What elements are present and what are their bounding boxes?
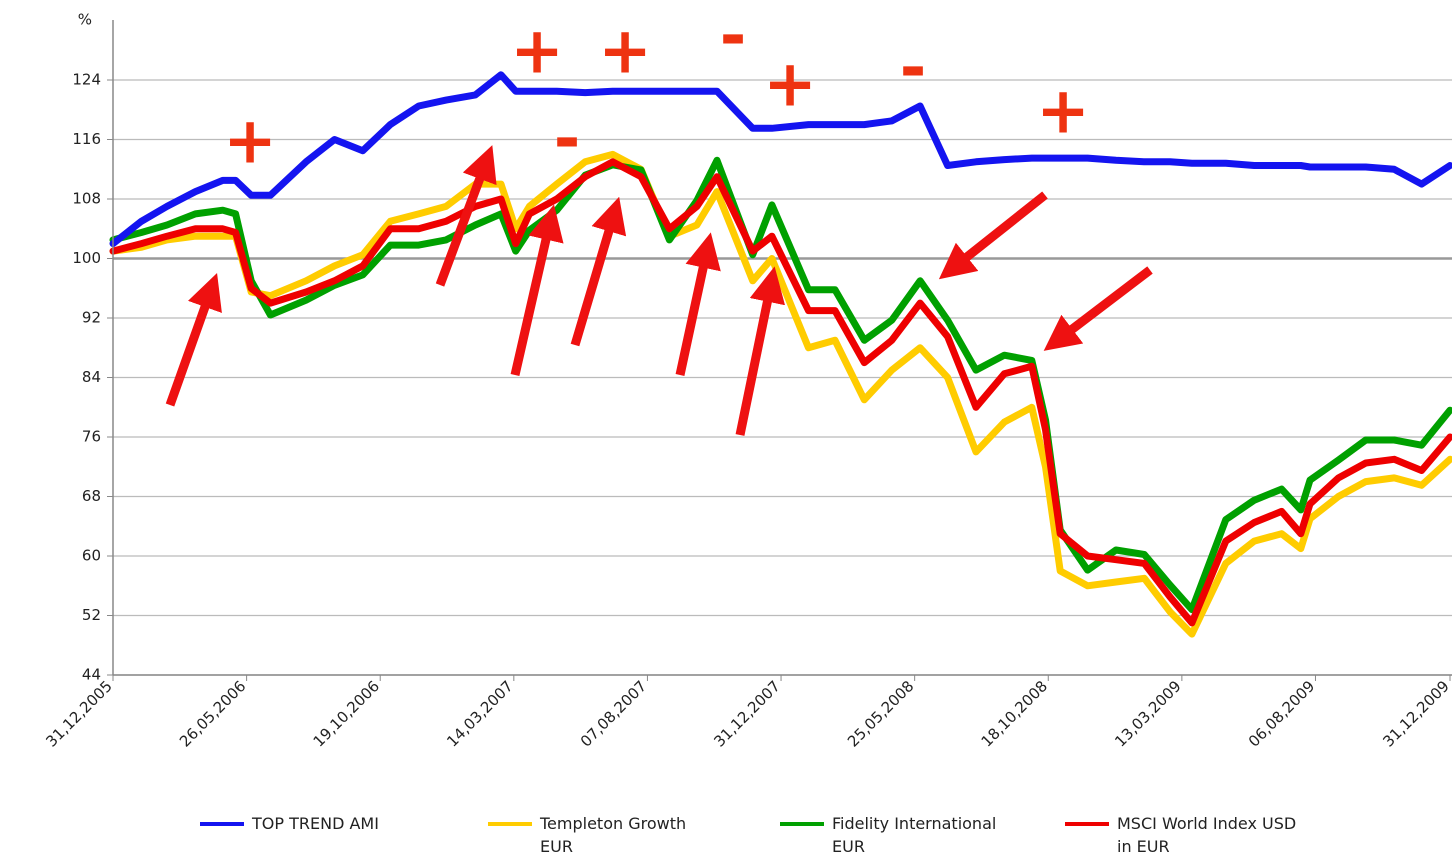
- y-tick-label: 108: [72, 190, 101, 208]
- x-tick-label: 31,12,2005: [42, 677, 115, 750]
- annotation: +: [763, 48, 817, 122]
- x-tick-label: 13,03,2009: [1111, 677, 1184, 750]
- arrow: [1043, 266, 1153, 351]
- x-tick-label: 07,08,2007: [577, 677, 650, 750]
- y-tick-label: 44: [82, 666, 101, 684]
- arrow: [435, 145, 497, 287]
- series-line: [109, 156, 1452, 614]
- legend-label: Templeton Growth EUR: [540, 814, 687, 856]
- y-tick-label: 124: [72, 71, 101, 89]
- arrow: [570, 196, 627, 347]
- series-line: [109, 150, 1452, 638]
- y-tick-label: 60: [82, 547, 101, 565]
- annotation: +: [510, 15, 564, 89]
- chart: % ++ + + +--- 4452606876849210010811612431,…: [42, 0, 1452, 751]
- legend-label: MSCI World Index USD in EUR: [1117, 814, 1297, 856]
- arrow: [675, 232, 721, 376]
- legend-swatch: [200, 822, 244, 826]
- series-line: [109, 71, 1452, 248]
- legend-item: MSCI World Index USD in EUR: [1065, 812, 1297, 858]
- arrow: [165, 273, 222, 407]
- y-tick-label: 76: [82, 428, 101, 446]
- x-tick-label: 26,05,2006: [176, 677, 249, 750]
- annotation: -: [554, 103, 581, 177]
- annotation: -: [900, 32, 927, 106]
- legend-label: TOP TREND AMI: [252, 814, 379, 833]
- x-tick-label: 14,03,2007: [443, 677, 516, 750]
- grid: [113, 79, 1452, 676]
- x-tick-label: 25,05,2008: [844, 677, 917, 750]
- annotation: -: [720, 0, 747, 74]
- legend-label: Fidelity International EUR: [832, 814, 997, 856]
- arrow: [510, 204, 564, 377]
- arrow: [938, 191, 1048, 280]
- annotation: +: [598, 15, 652, 89]
- annotation: +: [223, 105, 277, 179]
- x-tick-label: 19,10,2006: [310, 677, 383, 750]
- legend-swatch: [780, 822, 824, 826]
- series-line: [109, 158, 1452, 627]
- y-tick-label: 52: [82, 606, 101, 624]
- x-tick-label: 18,10,2008: [978, 677, 1051, 750]
- y-tick-label: 84: [82, 368, 101, 386]
- x-tick-label: 31,12,2009: [1379, 677, 1452, 750]
- y-axis-label: %: [78, 11, 92, 29]
- legend: TOP TREND AMI Templeton Growth EUR Fidelit…: [0, 812, 1452, 860]
- y-tick-label: 68: [82, 487, 101, 505]
- y-tick-label: 92: [82, 309, 101, 327]
- y-tick-label: 100: [72, 249, 101, 267]
- y-tick-label: 116: [72, 130, 101, 148]
- x-tick-label: 31,12,2007: [710, 677, 783, 750]
- legend-item: Fidelity International EUR: [780, 812, 1012, 858]
- legend-item: Templeton Growth EUR: [488, 812, 710, 858]
- legend-swatch: [1065, 822, 1109, 826]
- arrow: [735, 266, 786, 436]
- series-group: [109, 71, 1452, 638]
- annotations: ++ + + +---: [223, 0, 1090, 179]
- arrows: [165, 145, 1153, 436]
- legend-item: TOP TREND AMI: [200, 812, 482, 835]
- x-tick-label: 06,08,2009: [1245, 677, 1318, 750]
- legend-swatch: [488, 822, 532, 826]
- annotation: +: [1036, 75, 1090, 149]
